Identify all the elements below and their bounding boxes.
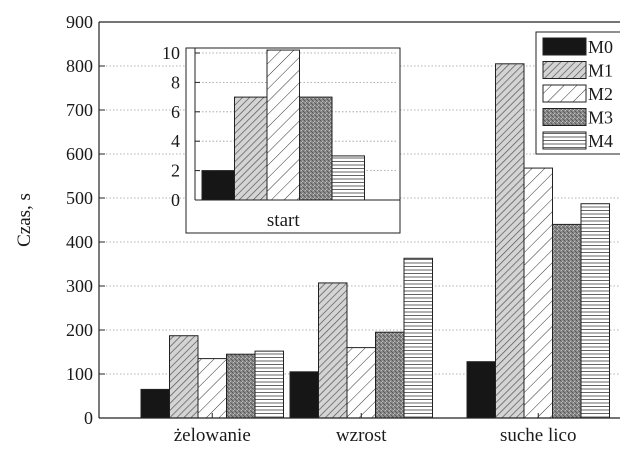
legend-label-m1: M1	[588, 61, 613, 81]
inset-bar-m3	[299, 96, 333, 201]
bar-m1	[495, 63, 525, 419]
inset-y-tick-label: 4	[171, 131, 180, 151]
inset-y-tick-label: 6	[171, 102, 180, 122]
bar-m1	[169, 335, 199, 419]
y-tick-label: 900	[66, 12, 93, 32]
inset-plot: 0 2 4 6 8 10 start	[162, 43, 401, 234]
legend-swatch-m4	[542, 131, 587, 150]
y-tick-label: 200	[66, 320, 93, 340]
bar-m0	[140, 388, 170, 419]
legend-label-m0: M0	[588, 37, 613, 57]
legend-swatch-m3	[542, 108, 587, 126]
x-tick-label: wzrost	[336, 425, 387, 445]
inset-y-tick-label: 8	[171, 72, 180, 92]
legend-swatch-m2	[542, 84, 587, 103]
bar-m2	[346, 347, 376, 419]
inset-y-tick-label: 2	[171, 161, 180, 181]
bar-m4	[403, 257, 433, 419]
y-tick-label: 100	[66, 364, 93, 384]
y-tick-label: 500	[66, 188, 93, 208]
bar-m4	[254, 350, 284, 419]
legend-swatch-m0	[542, 37, 587, 56]
legend-swatch-m1	[542, 61, 587, 79]
y-tick-label: 700	[66, 100, 93, 120]
bar-m2	[197, 358, 227, 419]
legend-label-m4: M4	[588, 131, 613, 151]
bar-m4	[580, 203, 610, 419]
y-tick-label: 800	[66, 56, 93, 76]
bar-m3	[226, 353, 256, 419]
bar-m1	[318, 282, 348, 419]
legend-label-m2: M2	[588, 84, 613, 104]
x-tick-label: suche lico	[500, 425, 577, 445]
bar-m3	[552, 223, 582, 419]
y-tick-label: 600	[66, 144, 93, 164]
bar-m0	[466, 361, 496, 419]
bar-m3	[375, 331, 405, 419]
bar-m2	[523, 167, 553, 419]
y-tick-label: 300	[66, 276, 93, 296]
inset-x-tick-label: start	[267, 210, 300, 231]
inset-y-tick-label: 10	[162, 43, 180, 63]
y-axis-label: Czas, s	[14, 193, 35, 247]
x-tick-label: żelowanie	[174, 425, 251, 445]
y-tick-label: 400	[66, 232, 93, 252]
inset-y-tick-label: 0	[171, 190, 180, 210]
inset-bar-m1	[234, 96, 268, 201]
bar-m0	[289, 371, 319, 419]
inset-bar-m2	[266, 49, 300, 201]
legend-label-m3: M3	[588, 108, 613, 128]
inset-bar-m4	[331, 155, 365, 201]
inset-bar-m0	[201, 170, 235, 201]
legend: M0 M1 M2 M3 M4	[535, 31, 620, 155]
y-tick-label: 0	[84, 408, 93, 428]
